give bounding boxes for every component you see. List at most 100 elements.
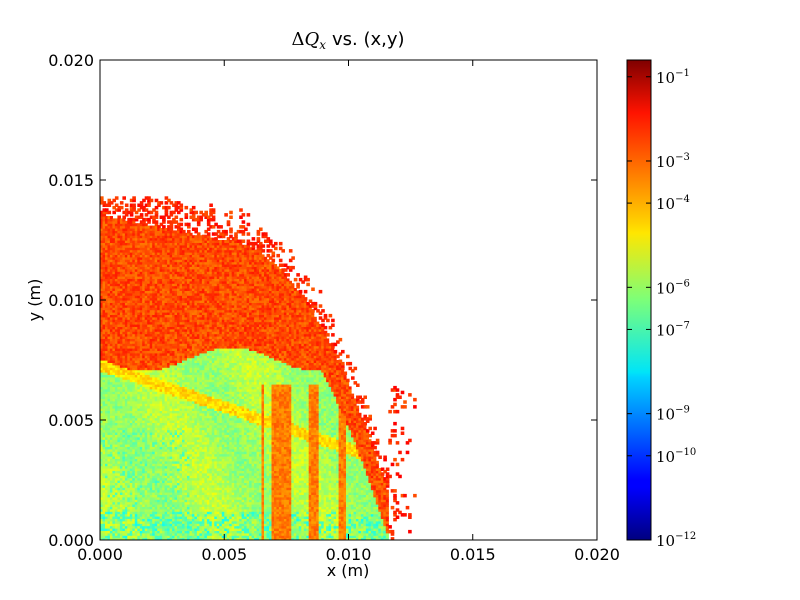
heatmap-cell [102,381,106,385]
heatmap-cell [134,429,138,433]
heatmap-cell [139,302,143,306]
heatmap-cell [132,208,136,212]
heatmap-cell [167,441,171,445]
heatmap-cell [172,266,176,270]
heatmap-cell [167,215,171,219]
heatmap-cell [167,460,171,464]
heatmap-cell [100,336,104,339]
heatmap-cell [105,367,109,371]
heatmap-cell [147,319,151,323]
heatmap-cell [147,285,151,289]
heatmap-cell [159,312,163,315]
heatmap-cell [129,242,133,246]
heatmap-cell [124,470,128,474]
heatmap-cell [117,472,121,476]
heatmap-cell [159,417,163,421]
heatmap-cell [100,254,104,258]
heatmap-cell [112,415,116,419]
heatmap-cell [152,535,156,539]
heatmap-cell [134,247,138,251]
heatmap-cell [139,434,143,438]
heatmap-cell [172,278,176,282]
heatmap-cell [172,336,176,339]
heatmap-cell [152,537,156,540]
heatmap-cell [124,427,128,431]
heatmap-cell [100,508,104,512]
heatmap-cell [139,331,143,335]
heatmap-cell [147,520,151,524]
heatmap-cell [142,285,146,289]
heatmap-cell [102,328,106,332]
heatmap-cell [142,487,146,491]
heatmap-cell [102,247,106,251]
heatmap-cell [147,273,151,277]
heatmap-cell [154,391,158,395]
heatmap-cell [159,230,163,234]
heatmap-cell [129,484,133,488]
heatmap-cell [102,203,107,207]
heatmap-cell [167,302,171,306]
heatmap-cell [169,396,173,399]
heatmap-cell [144,321,148,325]
heatmap-cell [144,324,148,327]
heatmap-cell [147,271,151,275]
heatmap-cell [152,266,156,270]
heatmap-cell [129,424,133,428]
heatmap-cell [139,223,143,227]
heatmap-cell [154,470,158,474]
heatmap-cell [162,249,166,253]
heatmap-cell [174,439,178,443]
heatmap-cell [100,266,104,270]
heatmap-cell [162,448,166,452]
heatmap-cell [172,326,176,330]
heatmap-cell [119,420,123,423]
heatmap-cell [107,362,111,366]
heatmap-cell [129,208,134,212]
heatmap-cell [129,254,133,258]
heatmap-cell [105,463,109,467]
heatmap-cell [112,240,116,243]
heatmap-cell [102,228,106,231]
heatmap-cell [137,429,141,433]
heatmap-cell [172,412,176,416]
heatmap-cell [159,386,163,390]
heatmap-cell [129,309,133,313]
heatmap-cell [164,499,168,503]
heatmap-cell [100,492,104,495]
heatmap-cell [102,463,106,467]
heatmap-cell [167,336,171,339]
heatmap-cell [142,357,146,361]
heatmap-cell [129,352,133,356]
heatmap-cell [144,465,148,469]
heatmap-cell [159,420,163,423]
heatmap-cell [100,228,104,231]
heatmap-cell [102,415,106,419]
heatmap-cell [169,240,173,243]
heatmap-cell [144,348,148,351]
heatmap-cell [167,456,171,459]
heatmap-cell [117,489,121,493]
heatmap-cell [157,276,161,279]
heatmap-cell [147,304,151,308]
heatmap-cell [147,403,151,407]
heatmap-cell [100,345,104,349]
heatmap-cell [100,528,104,531]
heatmap-cell [137,203,141,207]
heatmap-cell [164,456,168,459]
heatmap-cell [159,472,163,476]
heatmap-cell [172,472,176,476]
heatmap-cell [127,324,131,327]
heatmap-cell [132,345,136,349]
heatmap-cell [152,511,156,515]
heatmap-cell [172,448,176,452]
heatmap-cell [132,271,136,275]
heatmap-cell [100,216,104,219]
heatmap-cell [154,506,158,510]
heatmap-cell [109,376,113,380]
heatmap-cell [169,386,173,390]
heatmap-cell [147,249,151,253]
heatmap-cell [107,523,111,527]
heatmap-cell [105,381,109,385]
heatmap-cell [109,415,113,419]
heatmap-cell [172,290,176,294]
